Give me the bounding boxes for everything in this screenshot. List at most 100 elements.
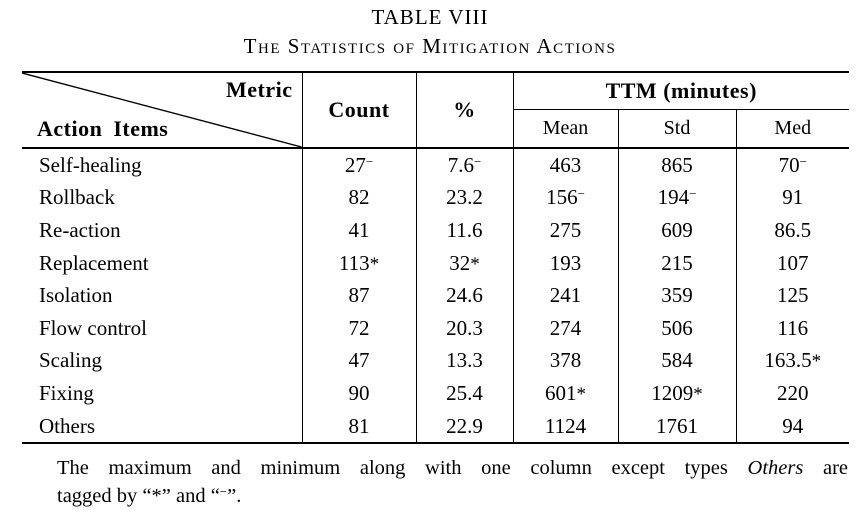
std-cell: 865 (617, 148, 736, 182)
footnote-line-2: tagged by “*” and “−”. (57, 482, 848, 510)
footnote-text-end: are (822, 457, 848, 479)
footnote-text-end: ”. (227, 485, 242, 507)
diagonal-header-cell: Metric Action Items (22, 72, 302, 149)
action-cell: Others (39, 413, 95, 438)
col-header-ttm: TTM (minutes) (512, 72, 849, 110)
action-items-label: Action Items (37, 116, 169, 141)
footnote-others-word: Others (747, 457, 804, 479)
min-marker: − (365, 153, 374, 169)
min-marker: − (799, 153, 807, 169)
table-row: Flow control 72 20.3 274 506 116 (22, 311, 849, 345)
mean-cell: 1124 (512, 409, 618, 444)
std-cell: 506 (617, 311, 736, 345)
header-row-2: Mean Std Med (22, 109, 849, 149)
med-cell: 107 (735, 246, 849, 280)
percent-cell: 32* (415, 246, 513, 280)
min-marker: − (219, 484, 228, 499)
med-cell: 70− (735, 148, 849, 182)
action-cell: Flow control (39, 315, 147, 340)
action-cell: Self-healing (39, 152, 142, 177)
count-cell: 113* (301, 246, 416, 280)
mean-cell: 463 (512, 148, 618, 182)
max-marker: * (576, 383, 587, 405)
med-cell: 91 (735, 181, 849, 215)
max-marker: * (369, 253, 380, 275)
metric-label: Metric (226, 77, 293, 102)
diagonal-line (22, 73, 301, 146)
max-marker: * (693, 383, 703, 405)
percent-cell: 13.3 (415, 344, 513, 378)
std-cell: 194− (617, 181, 736, 215)
mean-cell: 241 (512, 279, 618, 312)
action-cell: Isolation (39, 283, 113, 308)
table-caption: TABLE VIII The Statistics of Mitigation … (0, 5, 860, 59)
std-cell: 1761 (617, 409, 736, 444)
table-footnote: The maximum and minimum along with one c… (57, 454, 848, 510)
table-row: Rollback 82 23.2 156− 194− 91 (22, 181, 849, 215)
count-cell: 47 (301, 344, 416, 378)
std-cell: 215 (617, 246, 736, 280)
table-row: Re-action 41 11.6 275 609 86.5 (22, 214, 849, 247)
col-header-mean: Mean (512, 109, 618, 149)
table-row: Isolation 87 24.6 241 359 125 (22, 279, 849, 312)
mitigation-actions-table: Metric Action Items Count % TTM (minutes… (22, 71, 849, 445)
count-cell: 87 (301, 279, 416, 312)
percent-cell: 11.6 (415, 214, 513, 247)
table-row: Replacement 113* 32* 193 215 107 (22, 246, 849, 280)
med-cell: 94 (735, 409, 849, 444)
mean-cell: 275 (512, 214, 618, 247)
table-row: Fixing 90 25.4 601* 1209* 220 (22, 377, 849, 410)
action-cell: Re-action (39, 217, 121, 242)
count-cell: 82 (301, 181, 416, 215)
footnote-text: tagged by “*” and “ (57, 485, 220, 507)
min-marker: − (473, 153, 482, 169)
med-cell: 220 (735, 377, 849, 410)
percent-cell: 23.2 (415, 181, 513, 215)
count-cell: 27− (301, 148, 416, 182)
col-header-std: Std (617, 109, 736, 149)
mean-cell: 156− (512, 181, 618, 215)
std-cell: 609 (617, 214, 736, 247)
count-cell: 81 (301, 409, 416, 444)
table-title: The Statistics of Mitigation Actions (243, 34, 617, 58)
action-cell: Replacement (39, 250, 149, 275)
med-cell: 86.5 (735, 214, 849, 247)
std-cell: 584 (617, 344, 736, 378)
action-cell: Fixing (39, 380, 94, 405)
table-row: Self-healing 27− 7.6− 463 865 70− (22, 148, 849, 182)
footnote-line-1: The maximum and minimum along with one c… (57, 454, 848, 482)
percent-cell: 7.6− (415, 148, 513, 182)
med-cell: 163.5* (735, 344, 849, 378)
count-cell: 41 (301, 214, 416, 247)
mean-cell: 274 (512, 311, 618, 345)
col-header-med: Med (735, 109, 849, 149)
table-row: Others 81 22.9 1124 1761 94 (22, 409, 849, 444)
min-marker: − (577, 186, 585, 202)
header-row-1: Metric Action Items Count % TTM (minutes… (22, 72, 849, 149)
action-cell: Scaling (39, 348, 102, 373)
percent-cell: 24.6 (415, 279, 513, 312)
table-header: Metric Action Items Count % TTM (minutes… (22, 72, 849, 149)
col-header-count: Count (301, 72, 416, 149)
col-header-percent: % (415, 72, 513, 149)
med-cell: 116 (735, 311, 849, 345)
percent-cell: 25.4 (415, 377, 513, 410)
percent-cell: 20.3 (415, 311, 513, 345)
table-body: Self-healing 27− 7.6− 463 865 70− Rollback 82 23… (22, 148, 849, 444)
max-marker: * (811, 351, 822, 373)
std-cell: 1209* (617, 377, 736, 410)
action-cell: Rollback (39, 185, 115, 210)
footnote-text: The maximum and minimum along with one c… (57, 457, 728, 479)
mean-cell: 193 (512, 246, 618, 280)
med-cell: 125 (735, 279, 849, 312)
table-number: TABLE VIII (371, 5, 489, 29)
max-marker: * (470, 253, 480, 275)
mean-cell: 378 (512, 344, 618, 378)
table-row: Scaling 47 13.3 378 584 163.5* (22, 344, 849, 378)
percent-cell: 22.9 (415, 409, 513, 444)
mean-cell: 601* (512, 377, 618, 410)
count-cell: 90 (301, 377, 416, 410)
std-cell: 359 (617, 279, 736, 312)
min-marker: − (689, 186, 697, 202)
